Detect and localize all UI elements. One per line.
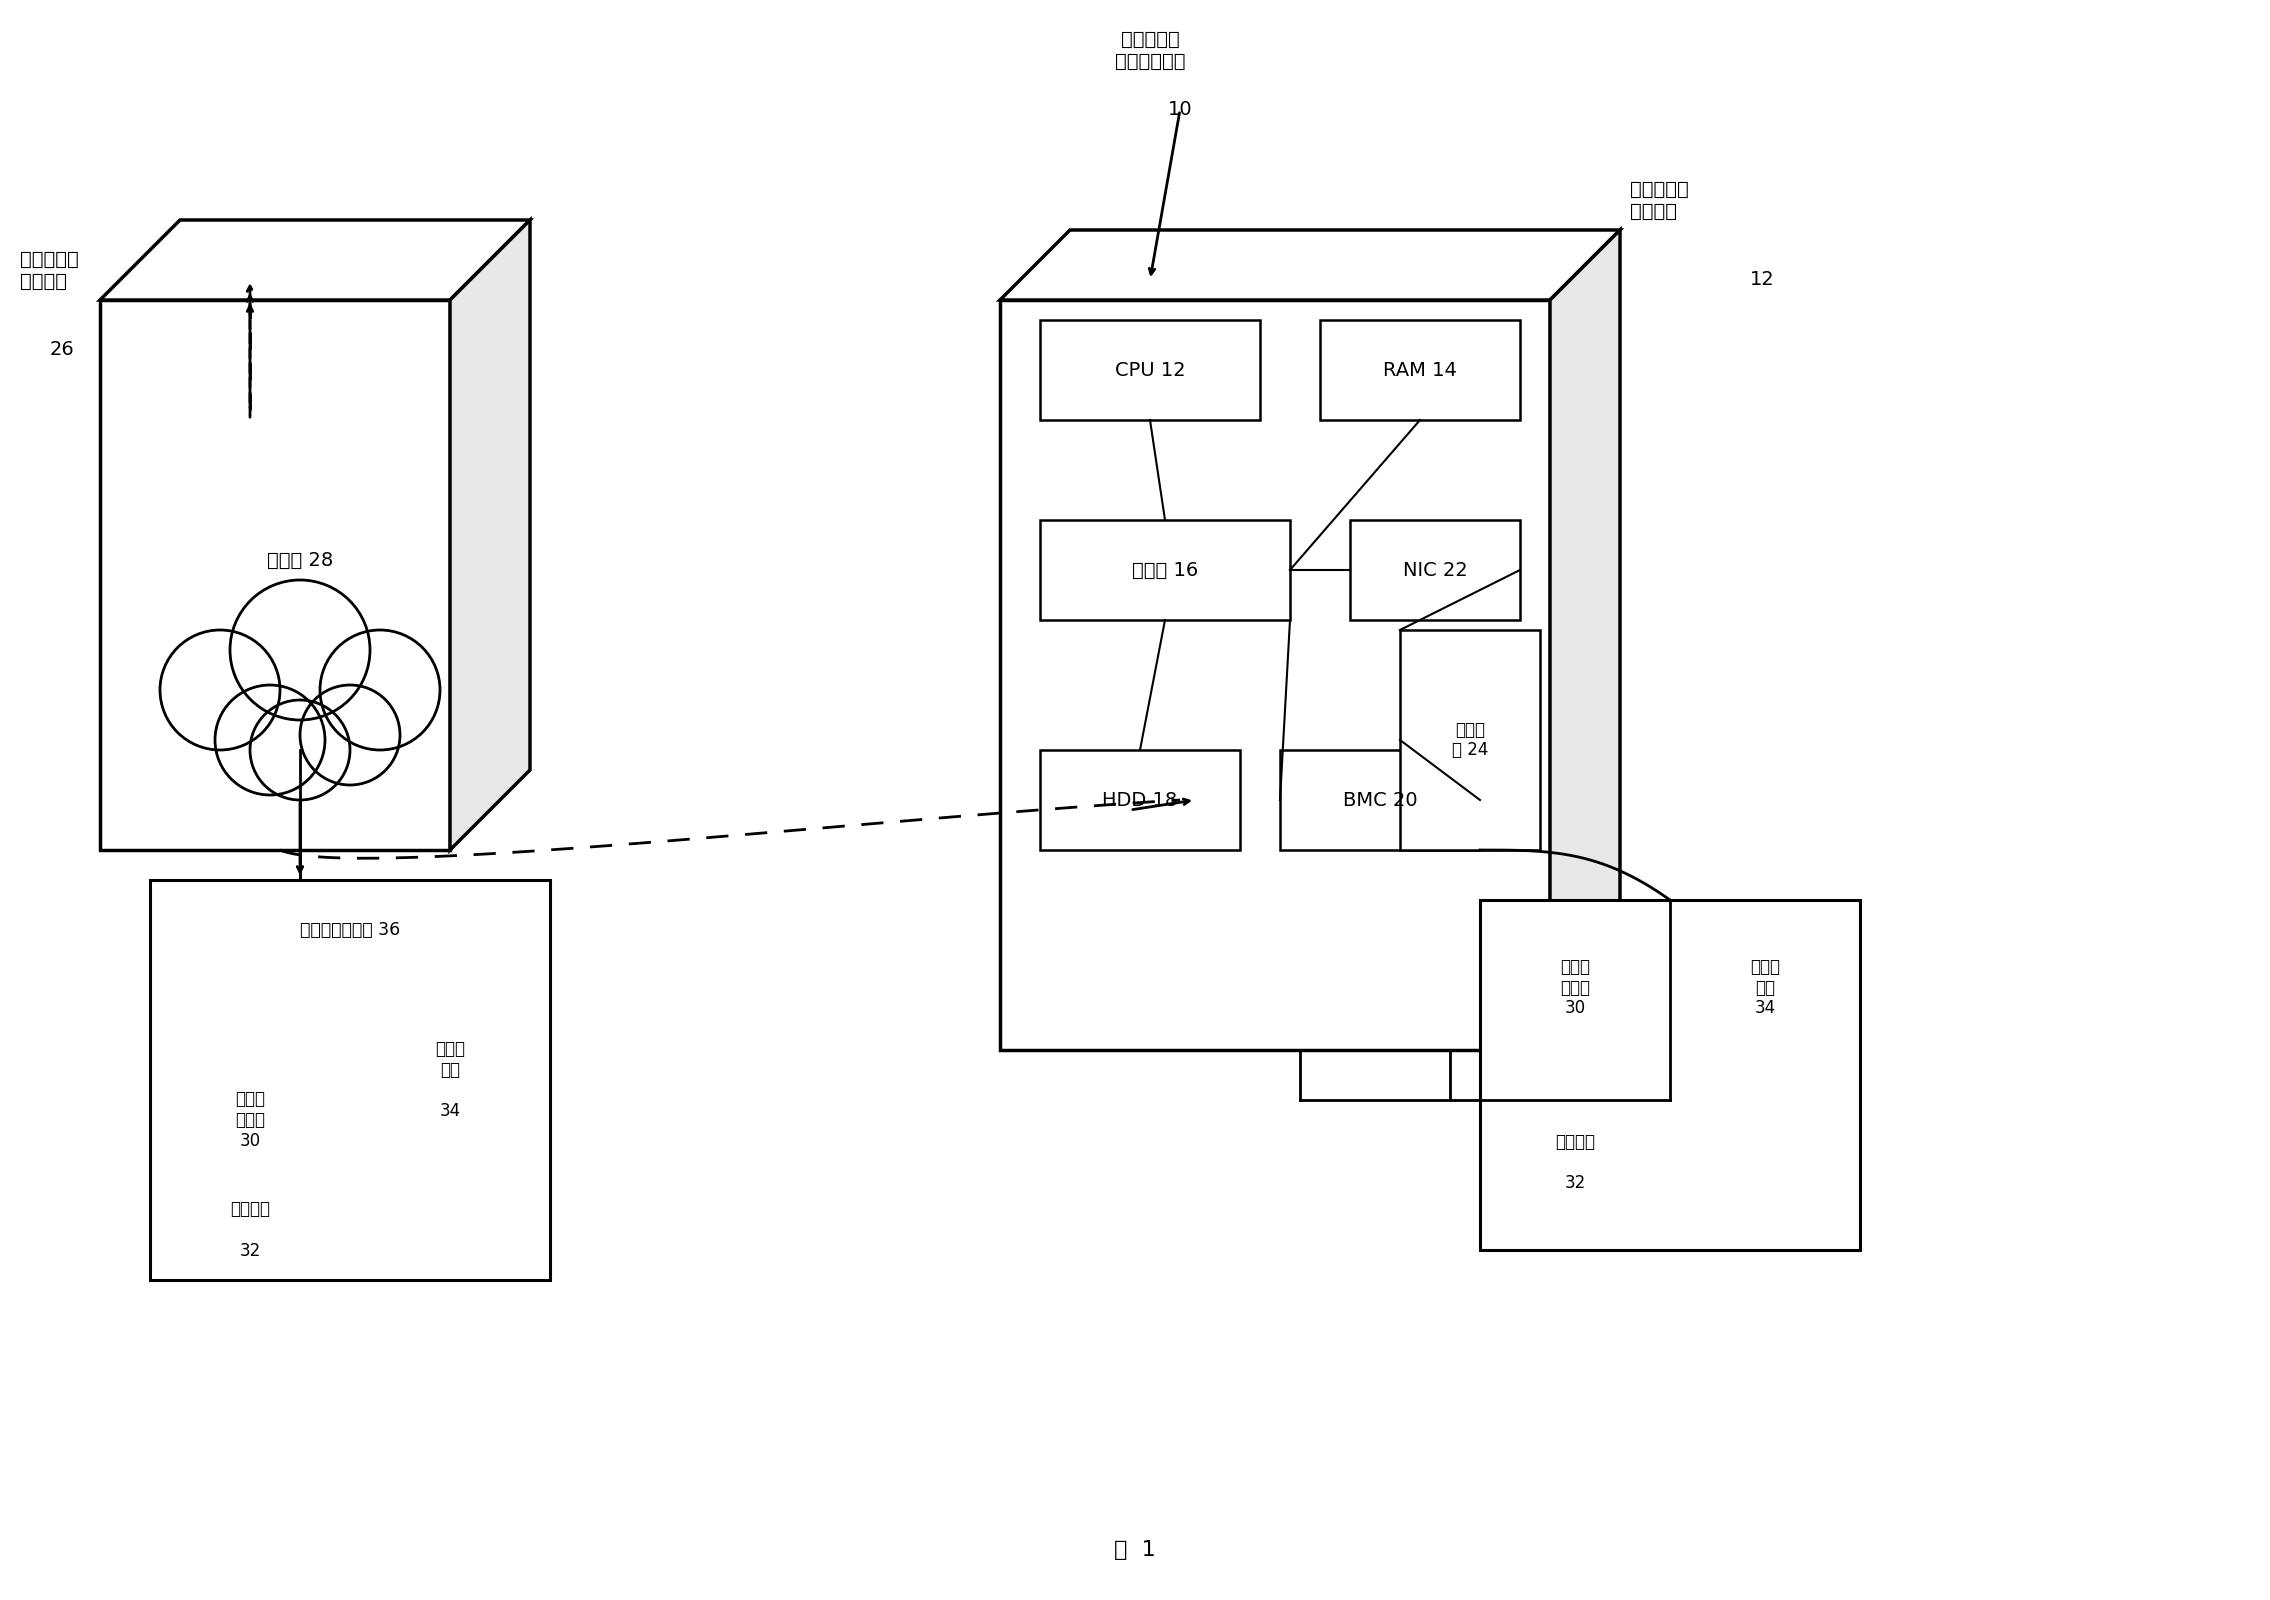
Circle shape: [250, 701, 350, 800]
Text: 芯片组 16: 芯片组 16: [1133, 560, 1199, 579]
Text: 26: 26: [50, 341, 75, 358]
Text: RAM 14: RAM 14: [1382, 360, 1457, 379]
Text: 热特性表

32: 热特性表 32: [1555, 1133, 1596, 1192]
Text: 热特性表

32: 热特性表 32: [229, 1200, 270, 1259]
Bar: [1671, 899, 1859, 1075]
Text: HDD 18: HDD 18: [1103, 790, 1178, 810]
Polygon shape: [449, 219, 529, 850]
Polygon shape: [1001, 230, 1621, 301]
Text: 刀片服务器
物理空间: 刀片服务器 物理空间: [1630, 179, 1689, 221]
Text: 控制风
扇 24: 控制风 扇 24: [1453, 720, 1489, 760]
Bar: [1401, 630, 1539, 850]
Text: BMC 20: BMC 20: [1342, 790, 1416, 810]
Bar: [1040, 320, 1260, 419]
Circle shape: [300, 685, 400, 786]
Circle shape: [159, 630, 279, 750]
Text: 降温方
案引擎
30: 降温方 案引擎 30: [236, 1090, 266, 1150]
Text: 降温方案服务器 36: 降温方案服务器 36: [300, 922, 400, 939]
Text: 刀片服务器
信息处理系统: 刀片服务器 信息处理系统: [1115, 30, 1185, 70]
Text: 互联网 28: 互联网 28: [268, 550, 334, 570]
Circle shape: [216, 685, 325, 795]
Bar: [1480, 899, 1671, 1075]
Bar: [1040, 750, 1239, 850]
Text: 降温方
案表

34: 降温方 案表 34: [436, 1040, 465, 1120]
Circle shape: [320, 630, 440, 750]
Text: 刀片服务器
物理空间: 刀片服务器 物理空间: [20, 250, 79, 291]
Bar: [150, 1080, 350, 1280]
Bar: [150, 1181, 350, 1280]
Text: 降温方
案引擎
30: 降温方 案引擎 30: [1559, 958, 1589, 1018]
Bar: [1480, 899, 1859, 1250]
Polygon shape: [100, 219, 529, 301]
Bar: [1480, 1075, 1671, 1250]
Bar: [1280, 750, 1480, 850]
Polygon shape: [1550, 230, 1621, 1050]
Bar: [350, 979, 549, 1181]
Bar: [1319, 320, 1521, 419]
Bar: [100, 301, 449, 850]
Bar: [1040, 520, 1289, 619]
Circle shape: [229, 579, 370, 720]
Text: 10: 10: [1167, 99, 1192, 118]
Text: CPU 12: CPU 12: [1115, 360, 1185, 379]
Bar: [1001, 301, 1550, 1050]
Text: NIC 22: NIC 22: [1403, 560, 1466, 579]
Bar: [150, 880, 549, 1280]
Bar: [1351, 520, 1521, 619]
Bar: [150, 880, 549, 979]
Text: 降温方
案表
34: 降温方 案表 34: [1750, 958, 1780, 1018]
Text: 图  1: 图 1: [1115, 1539, 1155, 1560]
Text: 12: 12: [1750, 270, 1775, 290]
